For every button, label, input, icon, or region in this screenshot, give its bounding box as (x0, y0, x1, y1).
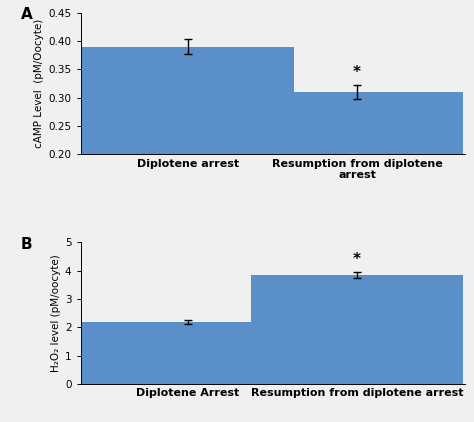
Y-axis label: cAMP Level  (pM/Oocyte): cAMP Level (pM/Oocyte) (34, 19, 44, 148)
Bar (82, 322, 294, 384)
Text: B: B (21, 237, 33, 252)
Bar (251, 92, 463, 154)
Y-axis label: H₂O₂ level (pM/oocyte): H₂O₂ level (pM/oocyte) (51, 254, 61, 372)
Bar (251, 275, 463, 384)
Bar (82, 47, 294, 154)
Text: *: * (353, 65, 361, 80)
Text: *: * (353, 252, 361, 267)
Text: A: A (21, 7, 33, 22)
